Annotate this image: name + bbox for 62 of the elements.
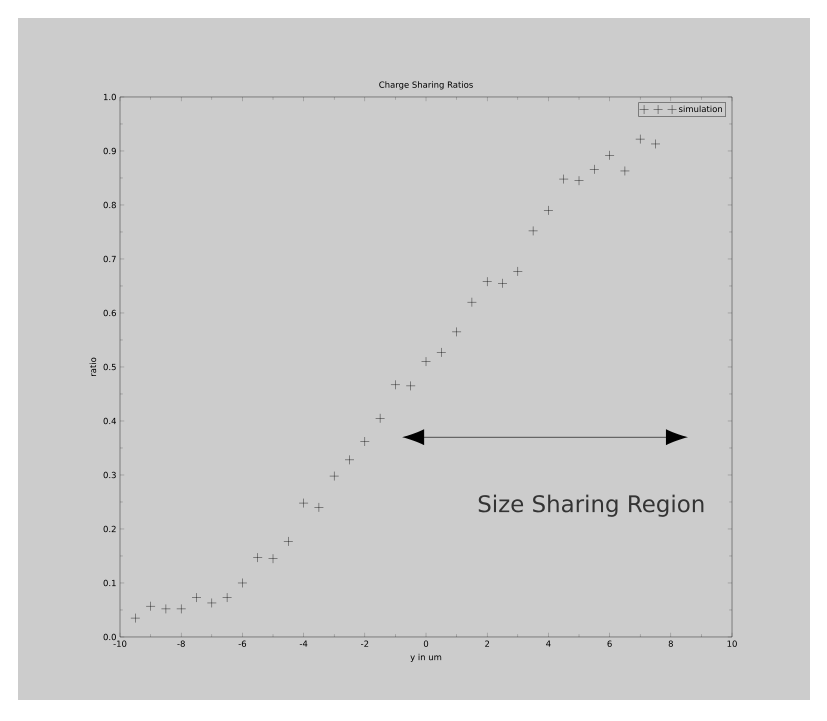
x-tick-label: -4: [300, 640, 308, 647]
point: [498, 278, 508, 288]
point: [192, 592, 202, 602]
point: [604, 150, 614, 160]
y-tick-label: 0.6: [104, 310, 116, 316]
point: [436, 348, 446, 358]
point: [650, 139, 660, 149]
point: [298, 498, 308, 508]
point: [406, 381, 416, 391]
point: [559, 174, 568, 184]
point: [636, 134, 645, 144]
point: [482, 276, 492, 286]
y-tick-label: 0.0: [104, 634, 116, 640]
point: [574, 176, 584, 186]
y-tick-label: 0.8: [104, 202, 116, 208]
chart-title: Charge Sharing Ratios: [379, 81, 473, 90]
x-tick-label: -2: [360, 640, 368, 647]
y-tick-label: 0.7: [104, 256, 116, 262]
x-tick-label: -8: [177, 640, 185, 647]
annotation: Size Sharing Region: [478, 494, 704, 517]
point: [314, 502, 324, 512]
point: [268, 554, 278, 564]
x-tick-label: 4: [546, 640, 551, 647]
point: [130, 613, 140, 623]
x-tick-label: 8: [668, 640, 673, 647]
point: [207, 598, 217, 608]
point: [222, 592, 232, 602]
point: [146, 602, 156, 611]
x-axis-title: y in um: [410, 654, 442, 662]
point: [544, 206, 554, 216]
legend-label: simulation: [679, 106, 722, 112]
point: [390, 380, 400, 390]
point: [284, 536, 294, 546]
point: [620, 166, 630, 176]
point: [421, 356, 431, 366]
x-tick-label: 10: [728, 640, 737, 647]
point: [528, 226, 538, 236]
point: [238, 578, 248, 588]
x-tick-label: 2: [485, 640, 490, 647]
x-tick-label: -6: [238, 640, 246, 647]
y-tick-label: 1.0: [104, 94, 116, 100]
point: [360, 436, 370, 446]
y-tick-label: 0.9: [104, 148, 116, 154]
point: [176, 604, 186, 614]
point: [467, 297, 477, 307]
y-tick-label: 0.1: [104, 580, 116, 586]
point: [330, 471, 339, 481]
point: [161, 604, 171, 614]
y-tick-label: 0.3: [104, 472, 116, 478]
point: [344, 455, 354, 465]
y-tick-label: 0.2: [104, 526, 116, 532]
y-tick-label: 0.4: [104, 418, 116, 424]
point: [513, 266, 523, 276]
x-tick-label: 0: [424, 640, 428, 647]
point: [452, 327, 462, 337]
x-tick-label: 6: [608, 640, 612, 647]
point: [375, 414, 385, 423]
point: [590, 164, 600, 174]
x-tick-label: -10: [114, 640, 126, 647]
y-axis-title: ratio: [90, 358, 96, 376]
y-tick-label: 0.5: [104, 364, 116, 370]
point: [253, 552, 262, 562]
